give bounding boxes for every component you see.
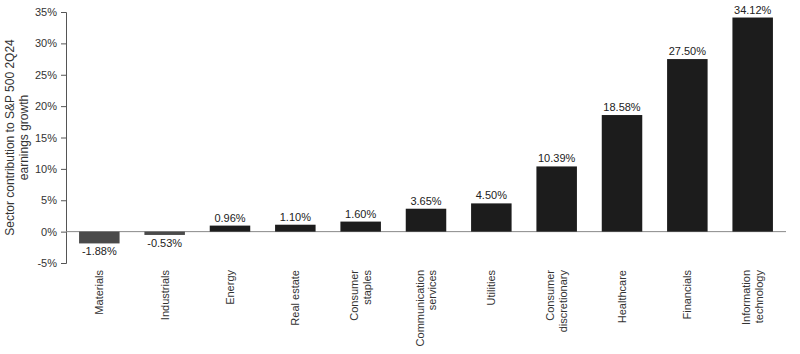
bar: [144, 232, 185, 235]
bar: [536, 166, 577, 231]
y-axis-title-line: earnings growth: [17, 95, 31, 180]
x-tick-label-line: Utilities: [485, 270, 497, 306]
x-tick: Healthcare: [616, 270, 628, 323]
y-tick: 0%: [41, 226, 66, 238]
y-tick-mark: [61, 106, 66, 107]
y-tick-label: 15%: [35, 132, 57, 144]
x-tick: Utilities: [485, 270, 497, 306]
y-tick-label: -5%: [37, 257, 57, 269]
data-label: 10.39%: [538, 152, 576, 164]
data-label: 34.12%: [734, 4, 772, 16]
x-tick-label-line: services: [426, 270, 438, 311]
y-tick-mark: [61, 43, 66, 44]
y-axis-title-line: Sector contribution to S&P 500 2Q24: [3, 39, 17, 236]
y-tick: 10%: [35, 163, 66, 175]
y-tick-label: 5%: [41, 194, 57, 206]
x-tick-label: Healthcare: [616, 270, 628, 323]
bar: [275, 225, 316, 232]
x-tick-label-line: Information: [740, 270, 752, 325]
x-tick-label-line: Consumer: [544, 270, 556, 321]
x-tick: Consumerdiscretionary: [544, 270, 568, 333]
x-tick-label: Materials: [93, 270, 105, 315]
x-tick-label: Communicationservices: [414, 270, 438, 347]
y-tick-label: 10%: [35, 163, 57, 175]
bar: [340, 222, 381, 232]
x-tick-label: Industrials: [159, 270, 171, 321]
bar: [406, 209, 447, 232]
data-label: 1.10%: [280, 211, 311, 223]
data-label: 27.50%: [669, 45, 707, 57]
data-label: -0.53%: [147, 237, 182, 249]
y-axis-line: [61, 13, 67, 264]
x-tick-label: Energy: [224, 270, 236, 305]
data-label: -1.88%: [82, 245, 117, 257]
bar: [79, 232, 120, 244]
data-label: 0.96%: [214, 212, 245, 224]
y-tick: 30%: [35, 37, 66, 49]
bar: [602, 115, 643, 232]
x-tick-label: Financials: [681, 270, 693, 320]
x-tick-label-line: technology: [753, 270, 765, 324]
x-tick-label-line: Energy: [224, 270, 236, 305]
x-tick: Real estate: [289, 270, 301, 326]
bar: [210, 226, 251, 232]
x-tick-label-line: Communication: [414, 270, 426, 346]
data-labels: -1.88% -0.53% 0.96% 1.10% 1.60% 3.65% 4.50% 10.…: [82, 4, 772, 258]
bars: [79, 18, 773, 244]
y-tick-mark: [61, 75, 66, 76]
x-tick: Energy: [224, 270, 236, 305]
chart-container: -5% 0% 5% 10% 15% 20% 25% 30% 35% -1.88% -0.53% 0.9…: [0, 0, 800, 354]
x-tick-label-line: Healthcare: [616, 270, 628, 323]
x-tick-label-line: staples: [361, 270, 373, 305]
y-tick: 25%: [35, 69, 66, 81]
bar: [667, 59, 708, 232]
y-tick-label: 35%: [35, 6, 57, 18]
data-label: 4.50%: [476, 189, 507, 201]
plot-area: -5% 0% 5% 10% 15% 20% 25% 30% 35% -1.88% -0.53% 0.9…: [35, 4, 786, 347]
y-tick-mark: [61, 12, 66, 13]
x-tick-label-line: Consumer: [348, 270, 360, 321]
x-tick: Communicationservices: [414, 270, 438, 347]
y-tick-label: 30%: [35, 37, 57, 49]
y-tick: 35%: [35, 6, 66, 18]
x-tick-label: Informationtechnology: [740, 270, 764, 326]
y-axis-title: Sector contribution to S&P 500 2Q24earni…: [3, 39, 31, 236]
chart-svg: -5% 0% 5% 10% 15% 20% 25% 30% 35% -1.88% -0.53% 0.9…: [0, 0, 800, 354]
x-axis: Materials Industrials Energy Real estate Con…: [93, 270, 764, 347]
x-tick-label-line: Industrials: [159, 270, 171, 321]
x-tick-label-line: Financials: [681, 270, 693, 320]
x-tick-label: Real estate: [289, 270, 301, 326]
x-tick-label-line: discretionary: [557, 270, 569, 333]
x-tick-label-line: Real estate: [289, 270, 301, 326]
data-label: 18.58%: [603, 101, 641, 113]
data-label: 1.60%: [345, 208, 376, 220]
data-label: 3.65%: [410, 195, 441, 207]
x-tick-label-line: Materials: [93, 270, 105, 315]
x-tick: Consumerstaples: [348, 270, 372, 321]
y-tick-label: 0%: [41, 226, 57, 238]
y-tick: 20%: [35, 100, 66, 112]
y-tick-mark: [61, 232, 66, 233]
y-tick-label: 25%: [35, 69, 57, 81]
y-tick-mark: [61, 169, 66, 170]
y-tick-mark: [61, 263, 66, 264]
x-tick-label: Consumerdiscretionary: [544, 270, 568, 333]
y-tick-mark: [61, 138, 66, 139]
y-tick: -5%: [37, 257, 66, 269]
x-tick: Informationtechnology: [740, 270, 764, 326]
x-tick: Industrials: [159, 270, 171, 321]
y-tick-label: 20%: [35, 100, 57, 112]
y-axis: -5% 0% 5% 10% 15% 20% 25% 30% 35%: [35, 6, 67, 269]
x-tick-label: Consumerstaples: [348, 270, 372, 321]
x-tick-label: Utilities: [485, 270, 497, 306]
y-tick: 5%: [41, 194, 66, 206]
y-tick-mark: [61, 200, 66, 201]
x-tick: Financials: [681, 270, 693, 320]
bar: [471, 203, 512, 231]
x-tick: Materials: [93, 270, 105, 315]
bar: [732, 18, 773, 232]
y-tick: 15%: [35, 132, 66, 144]
